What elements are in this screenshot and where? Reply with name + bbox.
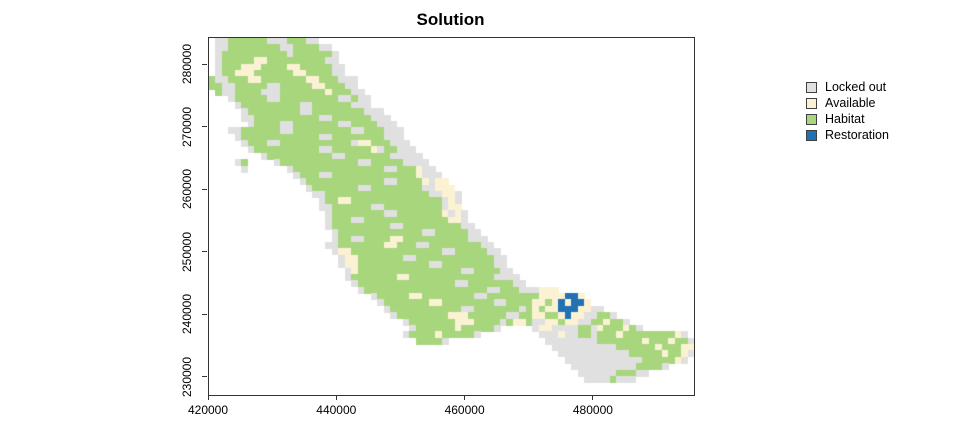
y-axis-tick-mark: [202, 126, 207, 127]
y-axis-tick-mark: [202, 376, 207, 377]
legend-item-locked-out: Locked out: [806, 79, 889, 95]
x-axis-tick-mark: [592, 395, 594, 400]
y-axis-tick-mark: [202, 63, 207, 65]
x-axis-tick-mark: [207, 395, 209, 400]
legend-swatch-icon: [806, 81, 817, 93]
legend-swatch-icon: [806, 129, 817, 141]
legend-swatch-icon: [806, 113, 817, 125]
x-axis-tick-label: 460000: [444, 403, 485, 417]
x-axis-tick-label: 480000: [572, 403, 613, 417]
x-axis-tick-label: 420000: [187, 403, 229, 417]
legend-swatch-icon: [806, 97, 817, 109]
legend: Locked out Available Habitat Restoration: [806, 79, 889, 143]
legend-label: Available: [825, 96, 876, 110]
legend-label: Habitat: [825, 112, 865, 126]
x-axis-tick-mark: [335, 395, 337, 400]
y-axis-tick-mark: [202, 188, 207, 190]
legend-label: Locked out: [825, 80, 887, 94]
x-axis-tick-mark: [464, 395, 466, 400]
plot-area: Locked out Available Habitat Restoration: [208, 37, 889, 396]
y-axis-tick-label: 280000: [180, 43, 194, 85]
plot-title: Solution: [416, 10, 485, 29]
y-axis-tick-mark: [202, 251, 207, 252]
x-axis-tick-label: 440000: [316, 403, 357, 417]
legend-item-habitat: Habitat: [806, 111, 889, 127]
raster-map: [209, 38, 694, 395]
legend-label: Restoration: [825, 128, 889, 142]
legend-item-restoration: Restoration: [806, 127, 889, 143]
legend-item-available: Available: [806, 95, 889, 111]
y-axis-tick-mark: [202, 313, 207, 315]
